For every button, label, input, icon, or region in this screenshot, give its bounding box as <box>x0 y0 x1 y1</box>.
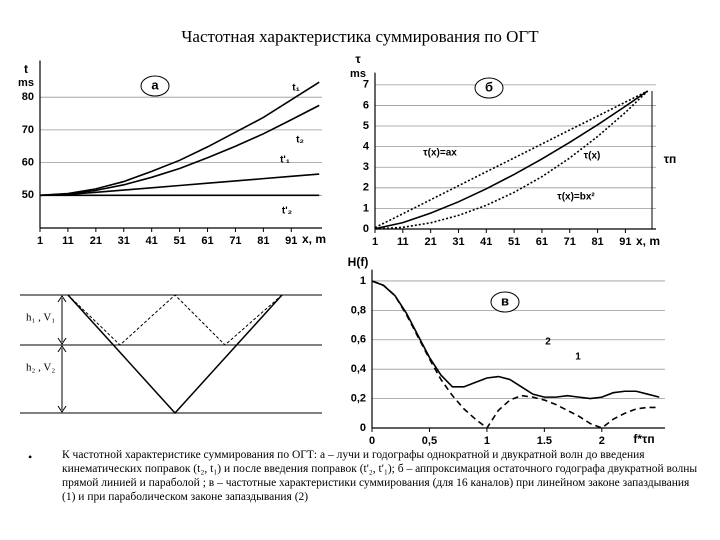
x-tick-label: 91 <box>619 236 631 248</box>
x-tick-label: 81 <box>591 236 603 248</box>
series-line <box>371 280 660 430</box>
x-axis-title: f*τп <box>633 432 654 446</box>
series-label: t'₁ <box>280 155 290 166</box>
x-tick-label: 71 <box>229 235 241 247</box>
x-tick-label: 61 <box>536 236 548 248</box>
x-tick-label: 11 <box>397 236 409 248</box>
x-tick-label: 1 <box>372 236 378 248</box>
y-tick-label: 4 <box>363 141 370 153</box>
series-line <box>374 90 649 230</box>
y-tick-label: 1 <box>360 275 366 287</box>
x-axis-title: x, m <box>636 234 660 248</box>
x-tick-label: 21 <box>425 236 437 248</box>
y-axis-unit: ms <box>18 77 34 89</box>
x-tick-label: 1 <box>484 435 490 447</box>
y-tick-label: 1 <box>363 202 369 214</box>
slide-title: Частотная характеристика суммирования по… <box>181 27 539 46</box>
series-label: 1 <box>575 352 581 363</box>
y-tick-label: 3 <box>363 161 369 173</box>
y-tick-label: 50 <box>22 189 34 201</box>
x-tick-label: 81 <box>257 235 269 247</box>
series-label: t₁ <box>292 83 299 94</box>
y-tick-label: 70 <box>22 124 34 136</box>
bullet: • <box>28 450 33 464</box>
layer-label: h₂ , V₂ <box>26 362 55 374</box>
panel-badge <box>490 291 520 313</box>
series-line <box>371 280 660 400</box>
series-label: 2 <box>545 337 551 348</box>
y-tick-label: 0,4 <box>351 363 367 375</box>
y-tick-label: 5 <box>363 120 369 132</box>
layer-label: h₁ , V₁ <box>26 312 55 324</box>
caption: К частотной характеристике суммирования … <box>62 449 698 503</box>
y-tick-label: 0,6 <box>351 334 366 346</box>
x-tick-label: 31 <box>452 236 464 248</box>
x-tick-label: 0 <box>369 435 375 447</box>
y-tick-label: 0 <box>360 422 366 434</box>
series-label: τ(x)=bx² <box>557 192 595 203</box>
x-tick-label: 61 <box>201 235 213 247</box>
x-tick-label: 51 <box>508 236 520 248</box>
series-label: t'₂ <box>282 206 292 217</box>
x-tick-label: 1.5 <box>537 435 552 447</box>
series-label: t₂ <box>296 135 304 146</box>
x-tick-label: 2 <box>599 435 605 447</box>
x-tick-label: 0,5 <box>422 435 437 447</box>
y-tick-label: 0,2 <box>351 392 366 404</box>
panel-label: а <box>151 77 159 92</box>
x-tick-label: 71 <box>564 236 576 248</box>
x-tick-label: 11 <box>62 235 74 247</box>
y-axis-title: H(f) <box>348 255 369 269</box>
series-line <box>39 81 320 197</box>
y-tick-label: 80 <box>22 91 34 103</box>
y-axis-title: τ <box>355 52 361 66</box>
ray-diagram <box>20 294 322 415</box>
series-line <box>374 90 649 230</box>
x-tick-label: 41 <box>146 235 158 247</box>
y-axis-title: t <box>24 62 28 76</box>
x-tick-label: 41 <box>480 236 492 248</box>
panel-label: б <box>485 79 493 94</box>
series-line <box>39 173 320 197</box>
y-axis-unit: ms <box>350 68 366 80</box>
series-line <box>374 90 649 229</box>
x-tick-label: 31 <box>118 235 130 247</box>
x-tick-label: 21 <box>90 235 102 247</box>
x-axis-title: x, m <box>302 232 326 246</box>
series-line <box>39 104 320 197</box>
x-tick-label: 1 <box>37 235 43 247</box>
panel-badge <box>474 77 504 99</box>
y-tick-label: 60 <box>22 157 34 169</box>
y-tick-label: 7 <box>363 79 369 91</box>
y-tick-label: 0 <box>363 223 369 235</box>
x-tick-label: 51 <box>173 235 185 247</box>
y-tick-label: 0,8 <box>351 304 366 316</box>
y-tick-label: 6 <box>363 99 369 111</box>
y-tick-label: 2 <box>363 182 369 194</box>
series-label: τ(x) <box>584 151 601 162</box>
panel-label: в <box>501 293 509 308</box>
annotation: τп <box>664 152 677 166</box>
series-label: τ(x)=ax <box>423 148 457 159</box>
panel-badge <box>140 75 170 97</box>
x-tick-label: 91 <box>285 235 297 247</box>
